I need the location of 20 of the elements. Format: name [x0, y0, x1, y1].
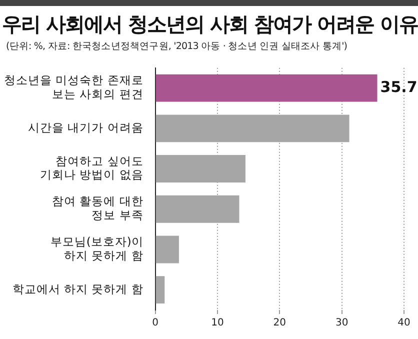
y-tick-label: 시간을 내기가 어려움	[28, 120, 144, 134]
chart-subtitle: (단위: %, 자료: 한국청소년정책연구원, '2013 아동 · 청소년 인권 실태조사 통계')	[6, 40, 348, 53]
y-tick-label: 부모님(보호자)이 하지 못하게 함	[50, 234, 144, 262]
x-tick-label: 10	[211, 318, 224, 329]
bar	[156, 74, 378, 102]
x-tick-label: 0	[152, 318, 158, 329]
data-label: 35.7	[380, 78, 418, 96]
y-tick-label: 청소년을 미성숙한 존재로 보는 사회의 편견	[4, 73, 144, 101]
x-tick-label: 20	[273, 318, 286, 329]
bar	[156, 155, 246, 182]
x-tick-label: 40	[398, 318, 410, 329]
bar	[156, 276, 165, 304]
bar	[156, 114, 350, 142]
x-tick-label: 30	[335, 318, 348, 329]
bar	[156, 236, 179, 264]
bar	[156, 195, 240, 223]
y-tick-label: 참여하고 싶어도 기회나 방법이 없음	[40, 154, 144, 182]
y-tick-label: 학교에서 하지 못하게 함	[12, 282, 144, 296]
y-tick-label: 참여 활동에 대한 정보 부족	[52, 194, 144, 222]
chart-title: 우리 사회에서 청소년의 사회 참여가 어려운 이유	[2, 11, 418, 38]
